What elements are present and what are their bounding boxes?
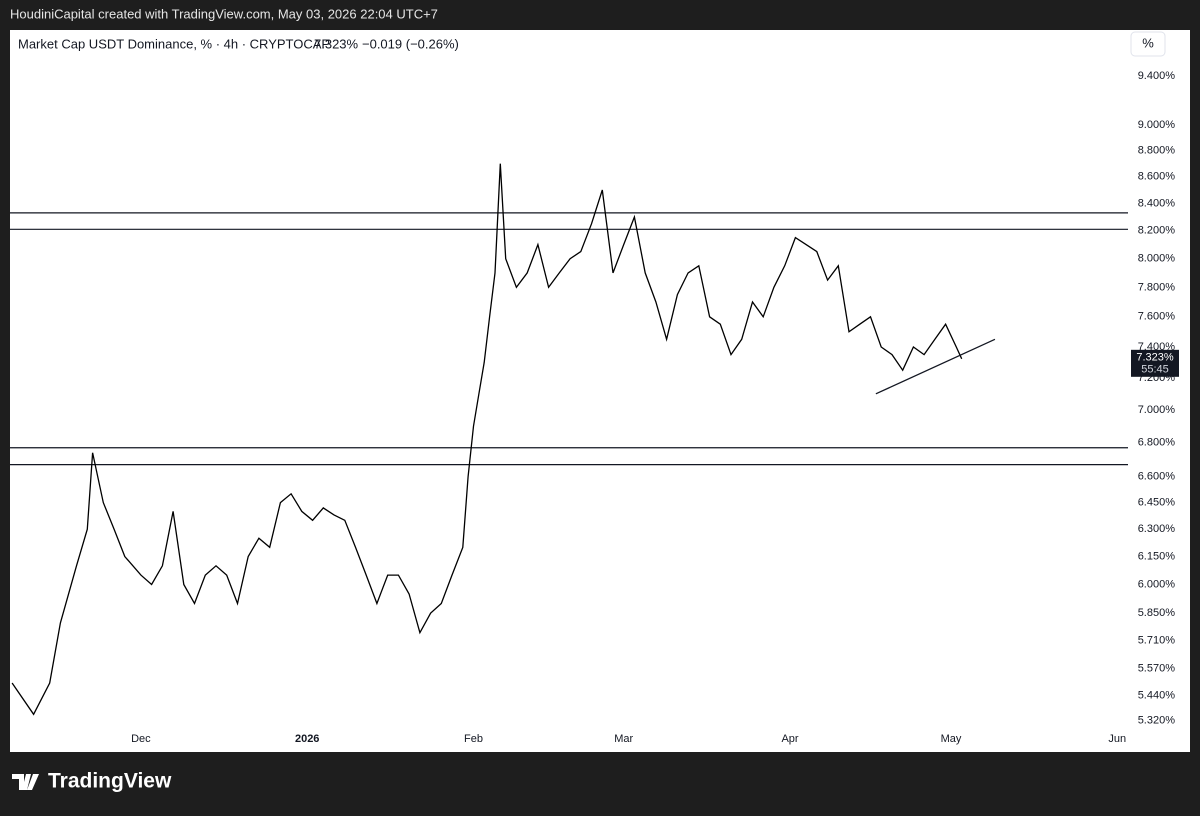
y-tick-label: 6.600% — [1138, 470, 1176, 482]
scale-button[interactable] — [1130, 31, 1166, 57]
last-value: 7.323% — [314, 36, 359, 51]
y-tick-label: 5.710% — [1138, 634, 1176, 646]
last-price-tag — [1131, 349, 1179, 377]
y-tick-label: 9.400% — [1138, 70, 1176, 82]
last-price-label: 7.323% — [1136, 352, 1174, 364]
y-tick-label: 7.600% — [1138, 311, 1176, 323]
y-tick-label: 5.440% — [1138, 689, 1176, 701]
trendline — [875, 338, 996, 395]
y-tick-label: 6.150% — [1138, 550, 1176, 562]
y-tick-label: 5.850% — [1138, 607, 1176, 619]
brand: TradingView — [48, 770, 172, 793]
x-tick-label: Jun — [1108, 733, 1126, 745]
x-tick-label: 2026 — [295, 733, 319, 745]
y-tick-label: 7.000% — [1138, 404, 1176, 416]
chart-title: Market Cap USDT Dominance, % · 4h · CRYP… — [18, 36, 330, 51]
scale-button-label[interactable]: % — [1142, 35, 1154, 50]
x-tick-label: Feb — [464, 733, 483, 745]
y-tick-label: 8.600% — [1138, 171, 1176, 183]
logo: TradingView — [12, 770, 172, 793]
y-tick-label: 6.300% — [1138, 523, 1176, 535]
change: −0.019 (−0.26%) — [362, 36, 459, 51]
credit: HoudiniCapital created with TradingView.… — [10, 6, 438, 21]
countdown: 55:45 — [1141, 364, 1169, 376]
y-tick-label: 6.000% — [1138, 578, 1176, 590]
x-tick-label: Mar — [614, 733, 633, 745]
y-tick-label: 6.450% — [1138, 496, 1176, 508]
x-tick-label: May — [941, 733, 962, 745]
x-tick-label: Apr — [781, 733, 798, 745]
y-tick-label: 8.200% — [1138, 225, 1176, 237]
price-line — [11, 163, 963, 716]
x-tick-label: Dec — [131, 733, 151, 745]
chart-area — [10, 30, 1190, 752]
y-tick-label: 8.400% — [1138, 197, 1176, 209]
y-tick-label: 8.800% — [1138, 145, 1176, 157]
y-tick-label: 5.570% — [1138, 663, 1176, 675]
y-tick-label: 5.320% — [1138, 715, 1176, 727]
logo-icon — [12, 774, 39, 790]
y-tick-label: 6.800% — [1138, 437, 1176, 449]
y-tick-label: 7.800% — [1138, 281, 1176, 293]
y-tick-label: 8.000% — [1138, 253, 1176, 265]
y-tick-label: 9.000% — [1138, 119, 1176, 131]
